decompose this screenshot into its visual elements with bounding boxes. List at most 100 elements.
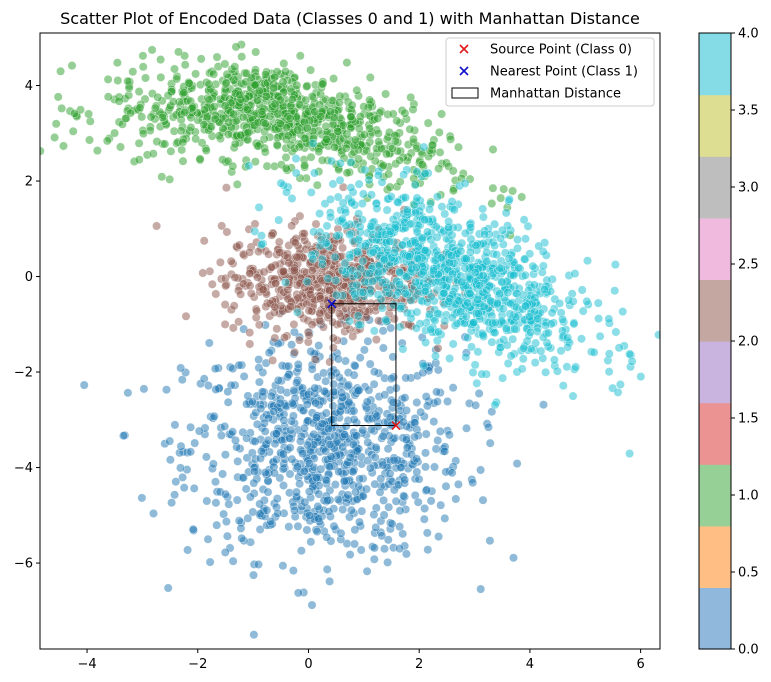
scatter-point <box>400 288 410 298</box>
scatter-point <box>417 233 427 243</box>
scatter-point <box>220 319 230 329</box>
scatter-point <box>306 537 316 547</box>
scatter-point <box>333 354 343 364</box>
scatter-point <box>307 320 317 330</box>
scatter-point <box>293 588 303 598</box>
scatter-point <box>296 436 305 446</box>
scatter-point <box>352 446 362 456</box>
scatter-point <box>345 316 355 326</box>
scatter-point <box>518 290 528 300</box>
scatter-point <box>254 363 264 373</box>
scatter-point <box>359 130 369 140</box>
scatter-point <box>266 391 276 401</box>
scatter-point <box>212 520 222 530</box>
scatter-point <box>385 182 395 192</box>
scatter-point <box>365 123 375 133</box>
scatter-point <box>153 92 163 102</box>
scatter-point <box>288 411 298 421</box>
scatter-point <box>314 514 324 524</box>
scatter-point <box>346 157 356 167</box>
scatter-point <box>272 141 282 150</box>
scatter-point <box>274 215 284 225</box>
scatter-point <box>246 289 256 298</box>
scatter-point <box>276 178 286 188</box>
scatter-point <box>411 208 421 218</box>
colorbar-segment <box>699 217 731 280</box>
scatter-point <box>525 312 535 322</box>
scatter-point <box>478 495 488 505</box>
scatter-point <box>293 462 303 472</box>
scatter-point <box>440 316 450 326</box>
scatter-point <box>467 342 476 352</box>
scatter-point <box>523 221 533 231</box>
y-tick-label: −2 <box>14 366 33 381</box>
scatter-point <box>432 397 442 407</box>
scatter-point <box>85 135 94 145</box>
scatter-point <box>295 335 304 345</box>
scatter-point <box>496 193 506 203</box>
scatter-point <box>176 363 186 373</box>
scatter-point <box>402 308 412 318</box>
scatter-point <box>365 269 375 279</box>
scatter-point <box>538 261 548 271</box>
scatter-point <box>359 102 369 112</box>
scatter-point <box>254 560 263 569</box>
scatter-point <box>316 235 326 245</box>
scatter-point <box>322 221 332 231</box>
scatter-point <box>384 502 394 512</box>
scatter-point <box>482 247 492 257</box>
scatter-point <box>261 119 270 129</box>
scatter-point <box>509 553 518 563</box>
scatter-point <box>251 47 261 57</box>
scatter-point <box>422 401 432 411</box>
scatter-point <box>328 179 338 189</box>
scatter-point <box>434 532 444 542</box>
scatter-point <box>490 328 500 338</box>
scatter-point <box>299 229 309 239</box>
x-tick-label: −2 <box>188 657 207 672</box>
scatter-point <box>367 190 376 200</box>
scatter-point <box>167 498 177 508</box>
scatter-point <box>305 458 314 468</box>
scatter-point <box>419 514 429 524</box>
scatter-point <box>201 146 211 155</box>
scatter-point <box>426 496 436 506</box>
scatter-point <box>509 270 519 280</box>
scatter-point <box>150 103 160 113</box>
scatter-point <box>615 380 625 389</box>
scatter-point <box>654 330 660 340</box>
scatter-point <box>364 175 374 185</box>
scatter-point <box>220 450 230 460</box>
scatter-point <box>160 139 170 149</box>
scatter-point <box>238 112 248 122</box>
scatter-point <box>242 68 251 78</box>
scatter-point <box>310 383 320 393</box>
scatter-point <box>453 479 463 489</box>
scatter-point <box>401 549 411 559</box>
scatter-point <box>306 347 316 356</box>
scatter-point <box>370 452 380 462</box>
scatter-point <box>457 238 467 248</box>
scatter-point <box>274 237 284 247</box>
scatter-point <box>330 252 340 262</box>
scatter-point <box>181 311 191 321</box>
scatter-point <box>305 511 314 520</box>
scatter-point <box>335 175 345 185</box>
scatter-point <box>471 400 481 410</box>
scatter-point <box>333 126 343 136</box>
scatter-point <box>128 67 138 77</box>
scatter-point <box>389 455 399 465</box>
scatter-point <box>237 52 247 62</box>
scatter-point <box>499 184 509 194</box>
scatter-point <box>367 425 376 434</box>
y-tick-label: −6 <box>14 557 33 572</box>
scatter-point <box>669 420 677 428</box>
scatter-point <box>357 199 367 209</box>
scatter-point <box>374 137 384 147</box>
scatter-point <box>147 45 157 55</box>
scatter-point <box>328 333 338 343</box>
scatter-point <box>338 505 348 514</box>
scatter-point <box>398 240 408 250</box>
scatter-point <box>218 469 228 479</box>
scatter-point <box>22 96 30 104</box>
